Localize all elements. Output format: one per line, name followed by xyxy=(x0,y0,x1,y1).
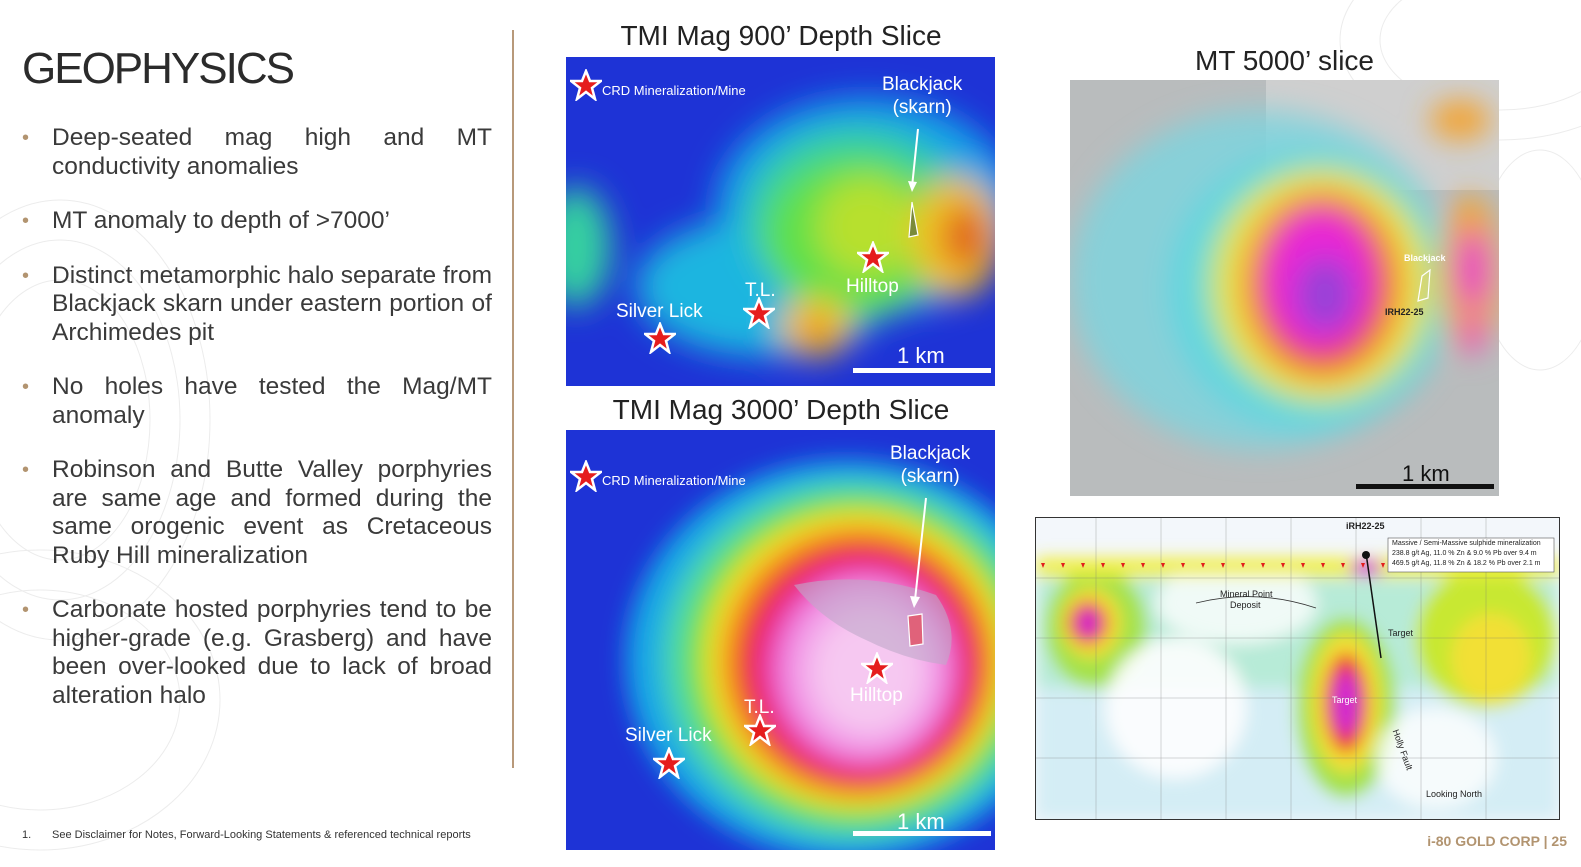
bullet-text: Carbonate hosted porphyries tend to be h… xyxy=(52,596,492,709)
mt5000-blackjack-label: Blackjack xyxy=(1404,253,1446,263)
section-note-line1: Massive / Semi-Massive sulphide minerali… xyxy=(1392,540,1541,547)
bullet-text: Distinct metamorphic halo separate from … xyxy=(52,261,492,346)
section-target-lower: Target xyxy=(1332,695,1358,705)
map3000-silverlick-star-icon xyxy=(653,747,685,779)
section-drillhole-line xyxy=(1365,552,1382,659)
map900-scale-bar xyxy=(853,368,991,373)
map3000-blackjack-line1: Blackjack xyxy=(890,443,971,464)
mt5000-heatmap xyxy=(1070,80,1499,496)
footnote: 1. See Disclaimer for Notes, Forward-Look… xyxy=(22,829,471,841)
map3000-scale-bar xyxy=(853,831,991,836)
bullet-dot-icon: • xyxy=(22,459,30,481)
section-deposit-line2: Deposit xyxy=(1230,600,1261,610)
bullet-text: Robinson and Butte Valley porphyries are… xyxy=(52,456,492,569)
bullet-dot-icon: • xyxy=(22,599,30,621)
section-note-line2: 238.8 g/t Ag, 11.0 % Zn & 9.0 % Pb over … xyxy=(1392,550,1537,557)
bullet-dot-icon: • xyxy=(22,127,30,149)
brand-footer: i-80 GOLD CORP | 25 xyxy=(1427,833,1567,849)
bullet-dot-icon: • xyxy=(22,264,30,287)
map3000-hilltop-star-icon xyxy=(861,652,893,684)
bullet-text: Deep-seated mag high and MT conductivity… xyxy=(52,124,492,180)
slide-title: GEOPHYSICS xyxy=(22,44,295,93)
map3000-scale-label: 1 km xyxy=(897,809,945,834)
mt5000-title: MT 5000’ slice xyxy=(1195,45,1374,76)
map3000-blackjack-outline xyxy=(907,613,924,647)
bullet-dot-icon: • xyxy=(22,376,30,398)
map900-blackjack-label: Blackjack (skarn) xyxy=(882,73,962,119)
map900-hilltop-star-icon xyxy=(857,241,889,273)
section-heatmap xyxy=(1036,518,1559,819)
map900-blackjack-outline xyxy=(908,201,919,238)
map3000-tl-label: T.L. xyxy=(744,697,775,718)
section-deposit-line1: Mineral Point xyxy=(1220,589,1273,599)
section-target-upper: Target xyxy=(1388,628,1414,638)
bullet-text: MT anomaly to depth of >7000’ xyxy=(52,207,390,234)
map900-silverlick-label: Silver Lick xyxy=(616,301,703,322)
section-image: iRH22-25 Massive / Semi-Massive sulphide… xyxy=(1035,517,1560,820)
map3000-title: TMI Mag 3000’ Depth Slice xyxy=(612,394,950,425)
bullet-list: • Deep-seated mag high and MT conductivit… xyxy=(22,124,492,736)
map3000-tl-star-icon xyxy=(744,714,776,746)
map3000-silverlick-label: Silver Lick xyxy=(625,725,712,746)
bullet-item: • Robinson and Butte Valley porphyries ar… xyxy=(22,456,492,570)
map900-image: CRD Mineralization/Mine Blackjack (skarn… xyxy=(566,57,995,386)
map900-title: TMI Mag 900’ Depth Slice xyxy=(620,20,942,51)
map3000-blackjack-line2: (skarn) xyxy=(900,466,960,487)
bullet-item: • Deep-seated mag high and MT conductivit… xyxy=(22,124,492,181)
map900-legend-star-icon xyxy=(570,69,602,101)
map900-tl-star-icon xyxy=(743,297,775,329)
map900-heatmap xyxy=(566,57,995,386)
map900-tl-label: T.L. xyxy=(745,280,776,301)
section-view-label: Looking North xyxy=(1426,789,1483,799)
map900-hilltop-label: Hilltop xyxy=(846,276,899,297)
map3000-legend-label: CRD Mineralization/Mine xyxy=(602,473,746,488)
bullet-item: • MT anomaly to depth of >7000’ xyxy=(22,207,492,236)
bullet-item: • Carbonate hosted porphyries tend to be … xyxy=(22,596,492,710)
map3000-heatmap xyxy=(566,430,995,850)
footnote-number: 1. xyxy=(22,829,32,841)
map900-blackjack-line2: (skarn) xyxy=(892,97,952,118)
mt5000-hole-label: IRH22-25 xyxy=(1385,307,1424,317)
section-note-line3: 469.5 g/t Ag, 11.8 % Zn & 18.2 % Pb over… xyxy=(1392,560,1541,567)
map3000-blackjack-label: Blackjack (skarn) xyxy=(890,442,970,488)
divider-line xyxy=(512,30,514,768)
mt5000-image: Blackjack IRH22-25 1 km xyxy=(1070,80,1499,496)
bullet-item: • Distinct metamorphic halo separate from… xyxy=(22,262,492,348)
mt5000-scale-bar xyxy=(1356,484,1494,489)
mt5000-scale-label: 1 km xyxy=(1402,461,1450,486)
map3000-hilltop-label: Hilltop xyxy=(850,685,903,706)
bullet-text: No holes have tested the Mag/MT anomaly xyxy=(52,373,492,429)
map900-legend-label: CRD Mineralization/Mine xyxy=(602,83,746,98)
mt5000-blackjack-outline xyxy=(1417,268,1431,302)
footnote-text: See Disclaimer for Notes, Forward-Lookin… xyxy=(52,829,471,841)
map900-arrow xyxy=(911,128,919,188)
map900-scale-label: 1 km xyxy=(897,343,945,368)
map3000-arrow xyxy=(914,497,927,601)
map900-silverlick-star-icon xyxy=(644,322,676,354)
bullet-dot-icon: • xyxy=(22,210,30,232)
map900-blackjack-line1: Blackjack xyxy=(882,74,963,95)
map3000-legend-star-icon xyxy=(570,460,602,492)
map3000-image: CRD Mineralization/Mine Blackjack (skarn… xyxy=(566,430,995,850)
bullet-item: • No holes have tested the Mag/MT anomaly xyxy=(22,373,492,430)
section-hole-label: iRH22-25 xyxy=(1346,521,1385,531)
